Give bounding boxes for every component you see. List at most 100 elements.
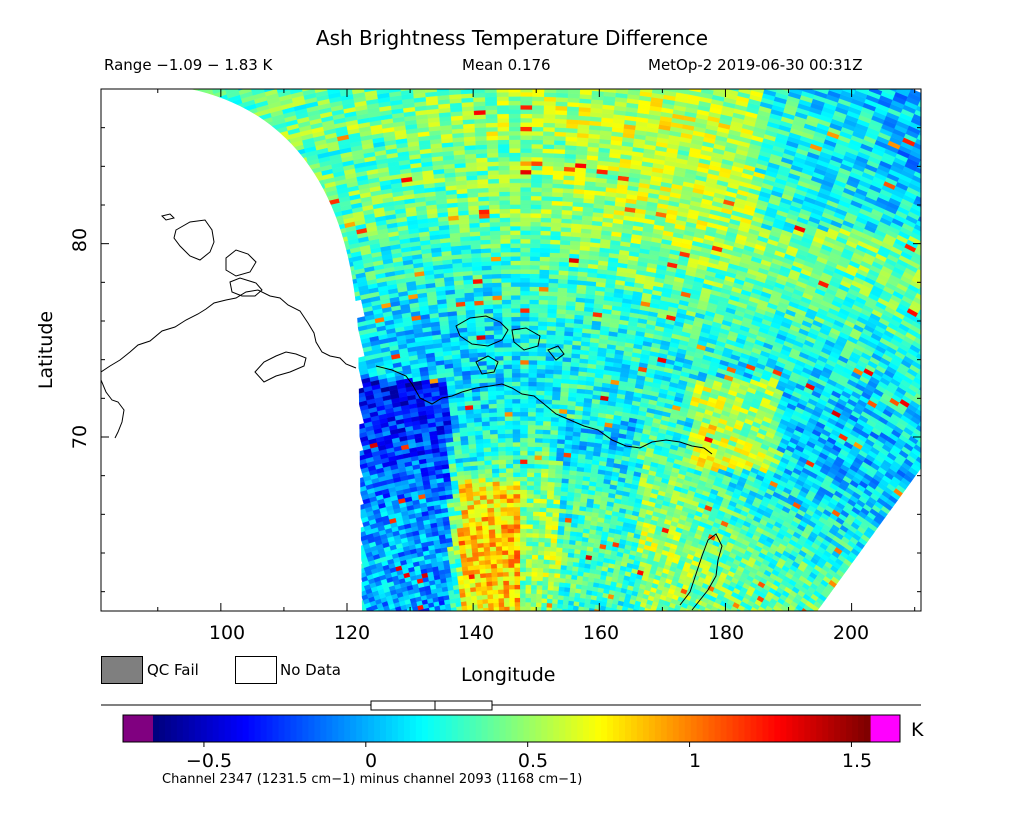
heatmap-cell [494, 351, 504, 357]
heatmap-cell [582, 616, 588, 621]
heatmap-cell [931, 435, 941, 444]
heatmap-cell [551, 603, 558, 609]
heatmap-cell [542, 438, 551, 444]
heatmap-cell [696, 613, 703, 619]
heatmap-cell [566, 504, 574, 510]
heatmap-cell [498, 597, 505, 603]
heatmap-cell [525, 588, 532, 594]
heatmap-cell [559, 573, 567, 579]
heatmap-cell [500, 519, 508, 525]
heatmap-cell [554, 477, 563, 483]
heatmap-cell [476, 330, 486, 336]
heatmap-cell [531, 567, 538, 573]
heatmap-cell [526, 489, 535, 495]
heatmap-cell [533, 476, 542, 482]
heatmap-cell [527, 420, 537, 426]
heatmap-cell [470, 378, 480, 384]
heatmap-cell [520, 571, 527, 577]
heatmap-cell [552, 390, 562, 397]
heatmap-cell [480, 408, 490, 414]
heatmap-cell [577, 615, 583, 620]
heatmap-cell [588, 612, 594, 617]
heatmap-cell [548, 459, 557, 466]
heatmap-cell [474, 304, 485, 310]
heatmap-cell [526, 502, 534, 508]
heatmap-cell [924, 446, 934, 455]
heatmap-cell [561, 478, 570, 484]
heatmap-cell [525, 554, 533, 560]
heatmap-cell [485, 576, 493, 582]
heatmap-cell [469, 525, 477, 532]
heatmap-cell [533, 498, 541, 504]
heatmap-cell [484, 464, 493, 470]
heatmap-cell [565, 508, 574, 515]
heatmap-cell [789, 615, 797, 622]
heatmap-cell [764, 620, 771, 627]
heatmap-cell [530, 597, 537, 603]
heatmap-cell [563, 456, 572, 462]
heatmap-cell [568, 383, 578, 389]
heatmap-cell [559, 581, 566, 588]
heatmap-cell [776, 623, 784, 630]
heatmap-cell [481, 416, 490, 422]
heatmap-cell [528, 333, 539, 339]
heatmap-cell [541, 455, 550, 461]
heatmap-cell [481, 512, 489, 518]
heatmap-cell [536, 584, 543, 590]
heatmap-cell [560, 560, 568, 566]
heatmap-cell [481, 520, 489, 526]
heatmap-cell [552, 382, 562, 388]
heatmap-cell [669, 621, 676, 627]
heatmap-cell [551, 529, 559, 535]
heatmap-cell [499, 485, 508, 491]
heatmap-cell [543, 407, 553, 413]
heatmap-cell [520, 467, 528, 473]
heatmap-cell [420, 613, 426, 619]
heatmap-cell [525, 580, 532, 586]
heatmap-cell [374, 627, 381, 633]
heatmap-cell [478, 612, 484, 617]
heatmap-cell [550, 425, 559, 431]
heatmap-cell [514, 571, 521, 577]
heatmap-cell [465, 413, 475, 419]
heatmap-cell [484, 555, 492, 561]
heatmap-cell [631, 613, 637, 619]
heatmap-cell [779, 619, 787, 626]
heatmap-cell [520, 415, 529, 421]
heatmap-cell [490, 437, 499, 444]
heatmap-cell [560, 486, 569, 493]
heatmap-cell [538, 303, 549, 309]
heatmap-cell [528, 355, 538, 361]
heatmap-cell [512, 381, 521, 387]
heatmap-cell [533, 489, 542, 495]
heatmap-cell [511, 359, 521, 365]
heatmap-cell [562, 352, 573, 358]
heatmap-cell [564, 521, 572, 528]
heatmap-cell [520, 558, 527, 564]
heatmap-cell [532, 528, 540, 534]
heatmap-cell [762, 624, 769, 631]
heatmap-cell [485, 347, 496, 353]
heatmap-cell [552, 594, 559, 600]
heatmap-cell [483, 308, 494, 314]
heatmap-cell [485, 338, 495, 344]
heatmap-cell [702, 611, 709, 617]
heatmap-cell [513, 485, 521, 490]
heatmap-cell [537, 360, 547, 366]
heatmap-cell [548, 568, 556, 574]
heatmap-cell [475, 521, 483, 527]
heatmap-cell [533, 485, 542, 491]
heatmap-cell [540, 485, 549, 491]
heatmap-cell [503, 372, 513, 378]
heatmap-cell [539, 498, 548, 504]
heatmap-cell [484, 559, 492, 565]
heatmap-cell [520, 463, 528, 469]
heatmap-cell [486, 490, 494, 496]
heatmap-cell [511, 308, 521, 313]
heatmap-cell [528, 364, 538, 370]
heatmap-cell [563, 348, 573, 354]
heatmap-cell [504, 416, 514, 421]
heatmap-cell [520, 541, 527, 547]
heatmap-cell [520, 407, 529, 413]
heatmap-cell [563, 591, 571, 597]
